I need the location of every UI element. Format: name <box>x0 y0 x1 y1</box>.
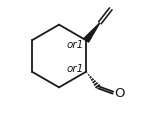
Polygon shape <box>84 24 100 43</box>
Text: O: O <box>114 86 125 99</box>
Text: or1: or1 <box>67 64 84 74</box>
Text: or1: or1 <box>67 39 84 49</box>
